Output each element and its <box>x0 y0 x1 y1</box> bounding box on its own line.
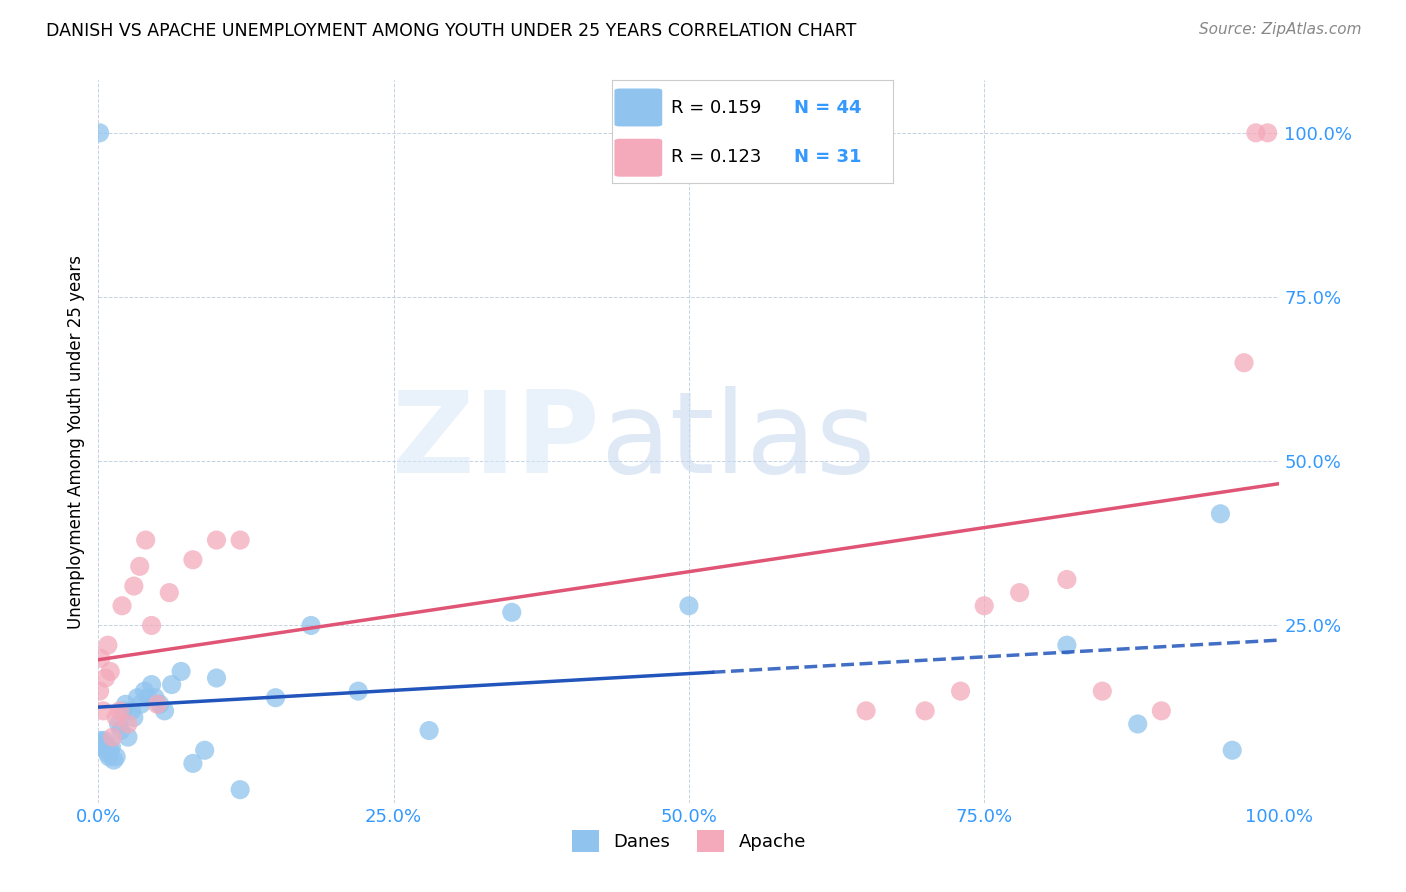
Point <box>1150 704 1173 718</box>
Point <box>103 753 125 767</box>
Point <box>146 698 169 712</box>
Point <box>122 579 145 593</box>
FancyBboxPatch shape <box>614 88 662 127</box>
Point <box>347 684 370 698</box>
Point <box>1056 573 1078 587</box>
Point <box>91 739 114 754</box>
Point <box>90 733 112 747</box>
Point <box>418 723 440 738</box>
Point <box>136 690 159 705</box>
Point <box>949 684 972 698</box>
FancyBboxPatch shape <box>614 139 662 177</box>
Point <box>229 782 252 797</box>
Point <box>160 677 183 691</box>
Text: ZIP: ZIP <box>392 386 600 497</box>
Point <box>157 585 180 599</box>
Point <box>1091 684 1114 698</box>
Point <box>1244 126 1267 140</box>
Point <box>149 698 172 712</box>
Point <box>181 756 204 771</box>
Point <box>107 717 129 731</box>
Point <box>98 749 121 764</box>
Point <box>100 739 122 754</box>
Point <box>127 690 149 705</box>
Point <box>205 533 228 547</box>
Point <box>1126 717 1149 731</box>
Point <box>90 651 112 665</box>
Point <box>93 733 115 747</box>
Point <box>170 665 193 679</box>
Point <box>94 671 117 685</box>
Point <box>89 684 111 698</box>
Point <box>105 749 128 764</box>
Point <box>153 704 176 718</box>
Point <box>205 671 228 685</box>
Point <box>141 677 163 691</box>
Point <box>97 638 120 652</box>
Point <box>91 704 114 718</box>
Text: Source: ZipAtlas.com: Source: ZipAtlas.com <box>1198 22 1361 37</box>
Point <box>855 704 877 718</box>
Point <box>264 690 287 705</box>
Point <box>114 698 136 712</box>
Point <box>97 747 120 761</box>
Point <box>110 723 132 738</box>
Point <box>128 559 150 574</box>
Point <box>94 739 117 754</box>
Point <box>89 126 111 140</box>
Point <box>1056 638 1078 652</box>
Point <box>117 717 139 731</box>
Point <box>501 605 523 619</box>
Point <box>98 665 121 679</box>
Point <box>129 698 152 712</box>
Point <box>122 710 145 724</box>
Text: atlas: atlas <box>600 386 876 497</box>
Point <box>112 704 135 718</box>
Text: N = 44: N = 44 <box>794 99 862 117</box>
Point <box>108 704 131 718</box>
Point <box>1220 743 1243 757</box>
Text: N = 31: N = 31 <box>794 148 862 166</box>
Text: R = 0.123: R = 0.123 <box>671 148 761 166</box>
Point <box>914 704 936 718</box>
Point <box>121 704 143 718</box>
Point <box>229 533 252 547</box>
Text: R = 0.159: R = 0.159 <box>671 99 761 117</box>
Point <box>111 599 134 613</box>
Text: DANISH VS APACHE UNEMPLOYMENT AMONG YOUTH UNDER 25 YEARS CORRELATION CHART: DANISH VS APACHE UNEMPLOYMENT AMONG YOUT… <box>46 22 856 40</box>
Point <box>1233 356 1256 370</box>
Point <box>678 599 700 613</box>
Point <box>98 743 121 757</box>
Point <box>135 533 157 547</box>
Point <box>194 743 217 757</box>
Point <box>1008 585 1031 599</box>
Point <box>96 743 118 757</box>
Point <box>1257 126 1279 140</box>
Point <box>91 737 114 751</box>
Point <box>141 618 163 632</box>
Point <box>299 618 322 632</box>
Point <box>105 710 128 724</box>
Point <box>143 690 166 705</box>
Point <box>1209 507 1232 521</box>
Point <box>134 684 156 698</box>
Point <box>117 730 139 744</box>
Legend: Danes, Apache: Danes, Apache <box>565 822 813 859</box>
Point <box>973 599 995 613</box>
Point <box>181 553 204 567</box>
Y-axis label: Unemployment Among Youth under 25 years: Unemployment Among Youth under 25 years <box>66 254 84 629</box>
Point <box>101 730 124 744</box>
